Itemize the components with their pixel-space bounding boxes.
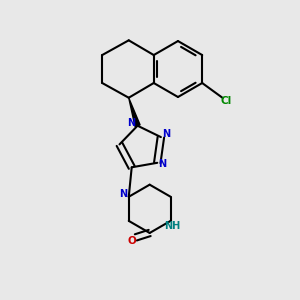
Text: NH: NH: [164, 221, 180, 231]
Text: N: N: [158, 159, 166, 169]
Text: O: O: [128, 236, 136, 246]
Text: N: N: [119, 189, 128, 200]
Text: N: N: [162, 129, 170, 139]
Text: Cl: Cl: [220, 96, 231, 106]
Polygon shape: [129, 98, 140, 127]
Text: N: N: [127, 118, 135, 128]
